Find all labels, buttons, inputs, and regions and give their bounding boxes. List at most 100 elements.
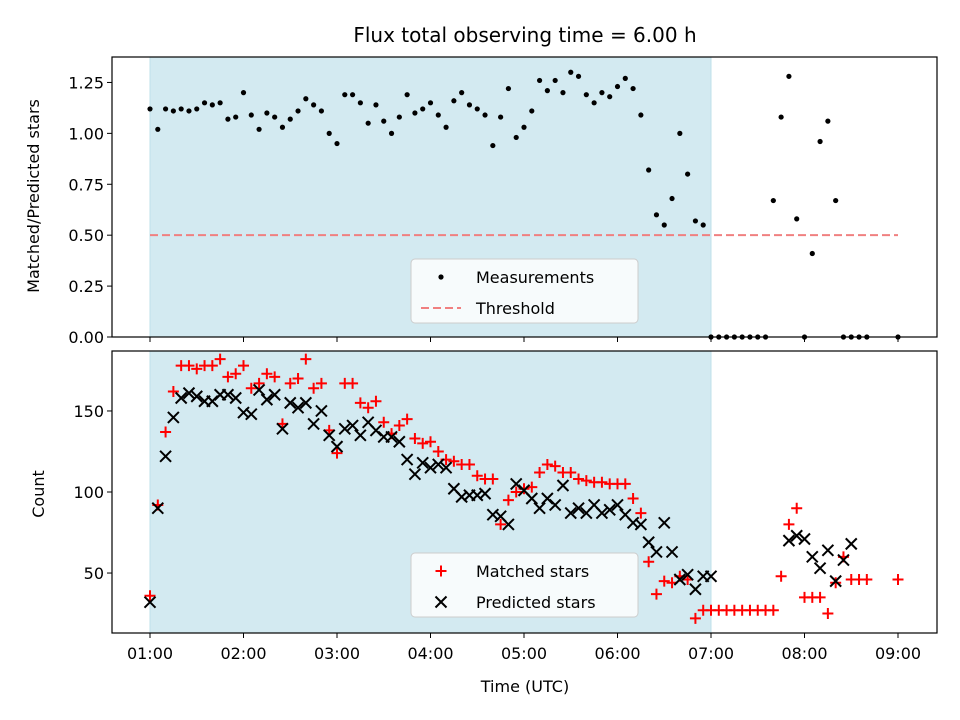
y-tick-label: 0.75 [68, 175, 104, 194]
matched-stars-point [238, 360, 249, 372]
matched-stars-point [495, 518, 507, 530]
x-tick-label: 09:00 [875, 644, 921, 663]
matched-stars-point [401, 413, 413, 425]
predicted-stars-point [393, 435, 406, 448]
predicted-stars-point [798, 532, 811, 546]
predicted-stars-point [790, 529, 803, 542]
measurement-point [240, 90, 247, 96]
predicted-stars-point [689, 583, 702, 596]
matched-stars-point [541, 458, 553, 470]
predicted-stars-point [416, 456, 429, 470]
measurement-point [155, 126, 161, 132]
predicted-stars-point [424, 461, 437, 474]
predicted-stars-point [182, 386, 196, 400]
matched-stars-point [191, 363, 203, 375]
measurement-point [482, 112, 488, 118]
measurement-point [170, 108, 176, 114]
measurement-point [217, 100, 223, 106]
matched-stars-point [658, 575, 670, 587]
matched-stars-point [689, 612, 701, 624]
predicted-stars-point [346, 419, 359, 432]
predicted-stars-point [595, 506, 609, 520]
predicted-stars-point [167, 411, 180, 424]
measurement-point [404, 92, 410, 98]
measurement-point [529, 108, 535, 114]
predicted-stars-point [829, 574, 842, 588]
measurement-point [303, 96, 309, 102]
measurement-point [498, 114, 504, 120]
predicted-stars-point [284, 396, 297, 410]
measurement-point [614, 83, 621, 90]
measurement-point [669, 195, 675, 202]
measurement-point [583, 92, 589, 98]
matched-stars-point [510, 486, 522, 498]
predicted-stars-point [572, 501, 585, 515]
measurement-point [326, 130, 332, 136]
legend-box [410, 258, 639, 324]
measurement-point [513, 134, 519, 141]
predicted-stars-point [151, 501, 164, 515]
matched-stars-point [573, 473, 585, 485]
measurement-point [318, 108, 325, 114]
matched-stars-point [791, 502, 803, 514]
matched-stars-point [214, 353, 226, 365]
predicted-stars-point [252, 383, 266, 397]
matched-stars-point [830, 577, 842, 589]
matched-stars-point [643, 556, 655, 568]
measurement-point [427, 100, 434, 106]
measurement-point [365, 120, 371, 126]
matched-stars-point [308, 382, 320, 394]
measurement-point [638, 112, 644, 118]
predicted-stars-point [245, 407, 258, 421]
measurement-point [225, 116, 231, 122]
measurement-point [575, 73, 582, 79]
measurement-point [272, 114, 278, 120]
predicted-stars-point [260, 393, 274, 406]
predicted-stars-point [439, 461, 453, 474]
predicted-stars-point [400, 453, 414, 466]
predicted-stars-point [432, 458, 445, 471]
axes-frame [111, 56, 938, 338]
measurement-point [677, 130, 683, 136]
measurement-point [552, 77, 558, 84]
y-tick-label: 0.50 [68, 226, 104, 245]
x-tick-label: 03:00 [314, 644, 360, 663]
predicted-stars-point [837, 553, 850, 567]
x-tick-label: 07:00 [688, 644, 734, 663]
predicted-stars-point [634, 518, 648, 531]
matched-stars-point [822, 608, 834, 620]
matched-stars-point [487, 473, 499, 485]
measurement-point [599, 90, 605, 96]
matched-stars-point [534, 467, 546, 479]
measurement-point [396, 114, 402, 120]
measurement-point [264, 110, 270, 116]
matched-stars-point [300, 353, 312, 365]
predicted-stars-point [782, 534, 796, 547]
predicted-stars-point [408, 467, 422, 481]
matched-stars-point [245, 382, 257, 394]
axes-frame [111, 350, 938, 634]
measurement-point [817, 138, 823, 145]
matched-stars-point [409, 433, 421, 445]
measurement-point [794, 216, 800, 222]
measurement-point [474, 106, 480, 112]
predicted-stars-point [611, 498, 624, 512]
measurement-point [388, 130, 395, 136]
predicted-stars-point [307, 417, 320, 431]
predicted-stars-point [354, 429, 367, 442]
matched-stars-point [378, 416, 390, 428]
measurement-point [233, 114, 239, 120]
y-tick-label: 50 [84, 564, 104, 583]
matched-stars-point [160, 426, 172, 438]
measurement-point [373, 102, 379, 108]
matched-stars-point [463, 458, 475, 470]
matched-stars-point [144, 590, 156, 602]
predicted-stars-point [658, 516, 671, 530]
bottom-panel: Count Time (UTC) 50 100 150 01:00 02:00 03:00… [29, 350, 938, 696]
predicted-stars-point [221, 388, 235, 401]
predicted-stars-point [533, 501, 546, 515]
measurement-point [194, 106, 200, 112]
matched-stars-point [292, 373, 304, 385]
matched-stars-point [269, 371, 281, 383]
predicted-stars-point [548, 498, 562, 512]
